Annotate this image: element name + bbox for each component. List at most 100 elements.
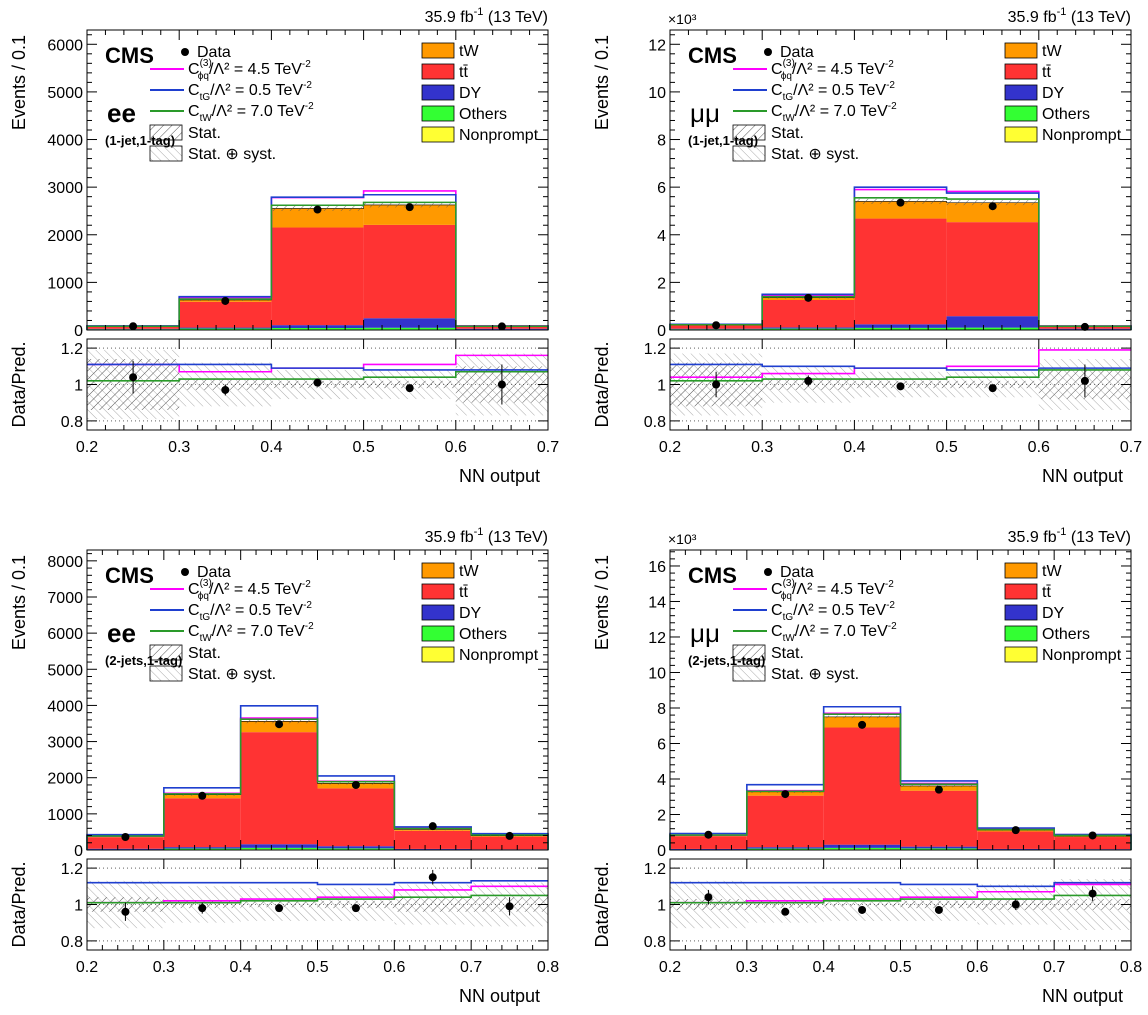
x-axis-label: NN output [459,466,540,486]
legend-nonprompt-swatch [421,646,455,663]
channel-label: μμ [690,618,720,648]
legend-tt-label: tt̄ [459,584,468,601]
ratio-data-point [934,905,943,914]
ratio-data-point [781,907,790,916]
x-tick-label: 0.4 [230,959,252,976]
lumi-exponent: -1 [474,6,484,18]
chart-panel: 0 1000 2000 3000 4000 5000 6000 Events / 0.1 35.… [9,6,559,486]
x-tick-label: 0.2 [659,959,681,976]
y-tick-label: 3000 [47,180,83,197]
legend-others-label: Others [1042,106,1090,123]
data-point [1011,826,1020,835]
y-tick-label: 16 [648,559,666,576]
main-frame [669,29,1132,331]
y-tick-label: 6000 [47,626,83,643]
y-tick-label: 5000 [47,85,83,102]
energy-label: (13 TeV) [483,529,548,546]
bar-tt [471,836,548,850]
bar-tt [240,732,318,845]
ratio-eft-line-cphiq [87,885,548,904]
bar-others [823,847,901,850]
bar-others [271,328,364,330]
bar-dy [240,844,318,848]
legend-others-swatch [1004,625,1038,642]
legend-statsyst-label: Stat. ⊕ syst. [188,666,276,683]
legend-cphiq-label: C(3) ϕq/Λ² = 4.5 TeV-2 [771,58,894,82]
bar-others [746,848,824,850]
legend-nonprompt-label: Nonprompt [1042,647,1122,664]
legend-ctw-label: CtW/Λ² = 7.0 TeV-2 [188,101,314,124]
ratio-data-point [198,904,207,913]
y-tick-label: 7000 [47,590,83,607]
bar-others [163,848,241,850]
ratio-data-point [1080,376,1089,385]
bar-dy [900,846,978,849]
legend-dy-swatch [1004,604,1038,621]
ratio-data-point [121,907,130,916]
bar-tt [1054,837,1131,850]
lumi-label: 35.9 fb-1 (13 TeV) [1008,526,1131,546]
ratio-eft-line-ctw [87,894,548,904]
legend-others-label: Others [459,626,507,643]
y-tick-label: 1000 [47,275,83,292]
bar-tt [271,227,364,326]
ratio-y-tick-label: 1 [657,378,666,395]
legend-data-marker [181,48,189,56]
legend-dy-label: DY [459,605,482,622]
legend-ctg-label: CtG/Λ² = 0.5 TeV-2 [771,80,895,103]
ratio-y-tick-label: 1 [657,898,666,915]
ratio-data-point [712,380,721,389]
experiment-label: CMS [105,563,154,588]
energy-label: (13 TeV) [1066,9,1131,26]
bar-others [363,327,456,330]
ratio-data-point [497,380,506,389]
eft-line-ctw [86,201,549,330]
bar-tt [854,218,947,325]
chart-panel: 0 1000 2000 3000 4000 5000 6000 7000 8000 Events … [9,526,559,1006]
bar-tt [394,830,472,849]
data-point [275,720,284,729]
legend-nonprompt-label: Nonprompt [459,647,539,664]
x-tick-label: 0.6 [383,959,405,976]
x-tick-label: 0.3 [751,439,773,456]
data-point [858,720,867,729]
legend-tt-swatch [421,583,455,600]
legend-nonprompt-swatch [421,126,455,143]
x-tick-label: 0.6 [966,959,988,976]
data-point [428,822,437,831]
legend-stat-label: Stat. [188,125,221,142]
legend-dy-label: DY [1042,85,1065,102]
bar-dy [946,316,1039,328]
ratio-y-tick-label: 1.2 [644,861,666,878]
x-tick-label: 0.3 [736,959,758,976]
x-tick-label: 0.3 [168,439,190,456]
bar-dy [977,848,1055,850]
data-point [121,832,130,841]
chart-panel: 0 2 4 6 8 10 12 Events / 0.1 ×10³ 35.9 fb-1 (13 T… [592,6,1142,486]
bar-tt [946,222,1039,317]
legend-statsyst-swatch [732,145,766,162]
y-tick-label: 6000 [47,37,83,54]
ratio-data-point [896,382,905,391]
data-point [988,202,997,211]
legend-tw-label: tW [459,43,479,60]
ratio-y-axis-label: Data/Pred. [592,341,612,427]
ratio-stat-band [1054,899,1131,910]
y-tick-label: 0 [657,323,666,340]
ratio-data-point [1088,889,1097,898]
ratio-data-point [351,904,360,913]
lumi-label: 35.9 fb-1 (13 TeV) [425,6,548,26]
data-point [1080,322,1089,331]
legend-tt-swatch [421,63,455,80]
x-tick-label: 0.6 [1028,439,1050,456]
bar-tw [271,208,364,228]
legend-data-label: Data [780,44,814,61]
eft-line-ctw [86,718,549,850]
y-tick-label: 2 [657,807,666,824]
bar-dy [87,848,164,850]
legend-dy-swatch [1004,84,1038,101]
bar-tw [854,201,947,219]
ratio-data-point [275,904,284,913]
